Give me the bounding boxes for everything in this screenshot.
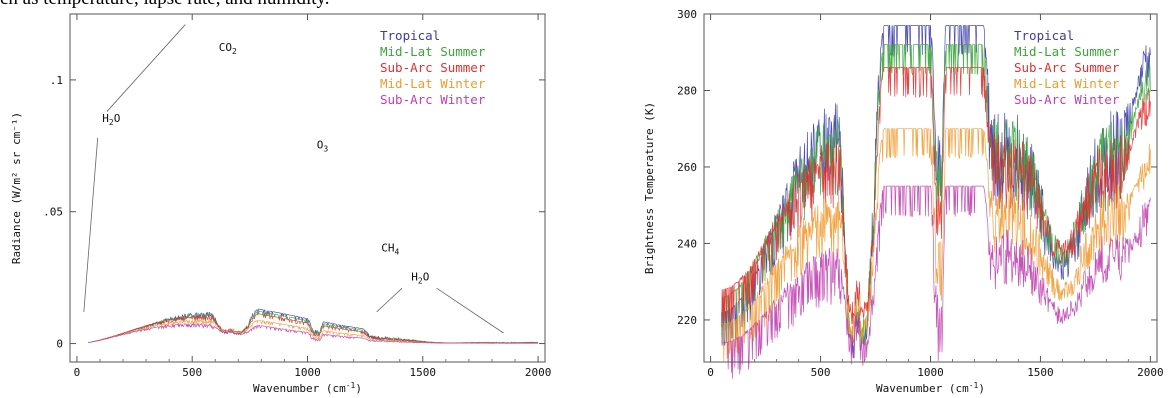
- legend-entry: Sub-Arc Winter: [380, 92, 486, 107]
- band-annotation: O3: [317, 138, 329, 153]
- legend-entry: Mid-Lat Winter: [380, 76, 486, 91]
- h2o-leader-line: [436, 287, 504, 334]
- band-annotation: H2O: [102, 112, 120, 127]
- band-annotation: CH4: [381, 241, 399, 256]
- band-annotation: H2O: [411, 270, 429, 285]
- x-tick-label: 500: [811, 366, 831, 379]
- h2o-leader-line: [106, 24, 186, 112]
- y-tick-label: 240: [677, 237, 697, 250]
- brightness-temperature-chart: 0 500 1000 1500 2000 220 240 260 280 300 Wavenumbe…: [643, 8, 1164, 395]
- x-tick-label: 500: [182, 366, 202, 379]
- x-tick-label: 1500: [1027, 366, 1054, 379]
- series-line-mid-lat-winter: [721, 128, 1151, 362]
- legend-entry: Tropical: [380, 28, 440, 43]
- y-axis-label: Radiance (W/m² sr cm⁻¹): [10, 112, 23, 264]
- y-tick-label: 0: [56, 338, 63, 351]
- series-group: [88, 308, 539, 344]
- x-axis-label: Wavenumber (cm-1): [253, 381, 362, 395]
- y-tick-label: 280: [677, 84, 697, 97]
- legend-entry: Sub-Arc Summer: [1014, 60, 1120, 75]
- x-tick-label: 0: [707, 366, 714, 379]
- series-line-sub-arc-winter: [88, 322, 539, 344]
- radiance-chart: 0 500 1000 1500 2000 0 .05 .1 Wavenumber (cm-1) R…: [10, 13, 552, 395]
- legend-entry: Mid-Lat Summer: [380, 44, 486, 59]
- y-axis-label: Brightness Temperature (K): [643, 102, 656, 274]
- band-annotation: CO2: [219, 41, 237, 56]
- series-line-sub-arc-summer: [88, 313, 539, 344]
- x-axis-label: Wavenumber (cm-1): [876, 381, 985, 395]
- h2o-leader-line: [376, 287, 403, 313]
- figure-caption: ch as temperature, lapse rate, and humid…: [0, 0, 330, 10]
- y-tick-label: 220: [677, 314, 697, 327]
- legend-entry: Sub-Arc Summer: [380, 60, 486, 75]
- h2o-leader-line: [83, 137, 99, 312]
- y-tick-label: .05: [43, 206, 63, 219]
- x-tick-label: 1000: [294, 366, 321, 379]
- y-tick-label: 300: [677, 8, 697, 21]
- legend-entry: Sub-Arc Winter: [1014, 92, 1120, 107]
- x-tick-label: 1500: [410, 366, 437, 379]
- legend-entry: Tropical: [1014, 28, 1074, 43]
- series-line-sub-arc-summer: [721, 67, 1151, 328]
- x-tick-label: 0: [74, 366, 81, 379]
- series-group: [721, 25, 1151, 379]
- series-line-sub-arc-winter: [721, 185, 1151, 379]
- legend-entry: Mid-Lat Summer: [1014, 44, 1120, 59]
- y-tick-label: .1: [50, 74, 63, 87]
- x-tick-label: 1000: [917, 366, 944, 379]
- x-tick-label: 2000: [525, 366, 552, 379]
- legend-entry: Mid-Lat Winter: [1014, 76, 1120, 91]
- y-tick-label: 260: [677, 161, 697, 174]
- x-tick-label: 2000: [1137, 366, 1164, 379]
